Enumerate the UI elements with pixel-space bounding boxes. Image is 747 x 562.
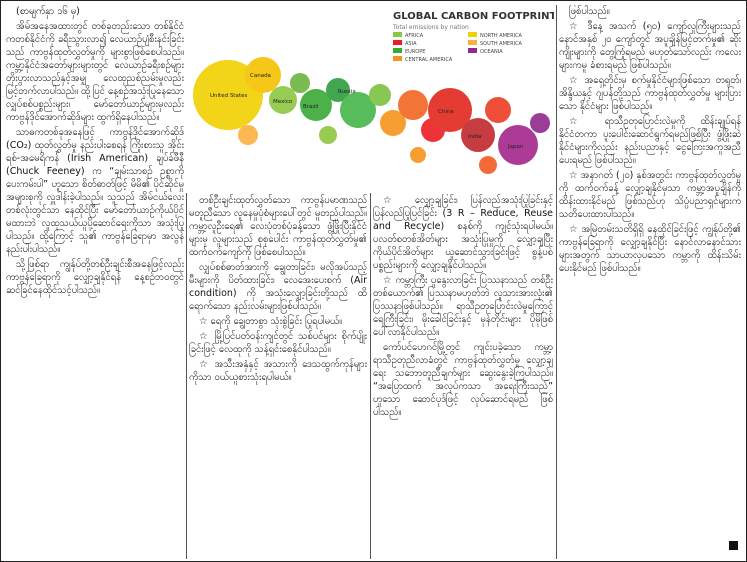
- column: တစ်ဦးချင်းထုတ်လွှတ်သော ကာဗွန်ပမာဏသည် မတူ…: [189, 194, 367, 557]
- legend-label: OCEANIA: [480, 49, 503, 55]
- bubble-label: Mexico: [273, 99, 293, 105]
- legend-swatch: [468, 32, 477, 37]
- legend-label: ASIA: [405, 41, 417, 47]
- legend-swatch: [393, 40, 402, 45]
- paragraph: ☆ အမြဲတမ်းသတိရှိရှိ နေထိုင်ခြင်းဖြင့် ကျ…: [559, 224, 741, 274]
- paragraph: ☆ ရာသီဥတုပြောင်းလဲမှုကို ထိန်းချုပ်ရန် န…: [559, 116, 741, 166]
- figure-subtitle: Total emissions by nation: [392, 24, 469, 31]
- legend-swatch: [393, 32, 402, 37]
- legend-label: CENTRAL AMERICA: [405, 57, 453, 63]
- bubble-label: Japan: [507, 144, 524, 150]
- legend-swatch: [468, 40, 477, 45]
- legend-swatch: [393, 56, 402, 61]
- column: (စာမျက်နှာ ၁၆ မှ) အိမ်အနေအထားတွင် တစ်ခုတည…: [6, 5, 184, 557]
- paragraph: ☆ အရှေ့တိုင်းမှ စက်မှုနိုင်ငံများဖြစ်သော…: [559, 75, 741, 112]
- figure: GLOBAL CARBON FOOTPRINT Total emissions b…: [188, 5, 554, 190]
- legend-label: NORTH AMERICA: [480, 33, 523, 39]
- legend-label: EUROPE: [405, 49, 425, 55]
- bubble-label: Canada: [250, 73, 271, 79]
- paragraph: တစ်ဦးချင်းထုတ်လွှတ်သော ကာဗွန်ပမာဏသည် မတူ…: [189, 195, 367, 258]
- bubble-label: Brazil: [303, 104, 319, 110]
- rule: [556, 5, 557, 559]
- paragraph: ☆ အနာဂတ် (၂၀) နှစ်အတွင်း ကာဗွန်ထုတ်လွှတ်…: [559, 170, 741, 220]
- paragraph: (စာမျက်နှာ ၁၆ မှ): [16, 6, 80, 17]
- column: ဖြစ်ပါသည်။ ☆ ဒီနေ့ အသက် (၅၀) ကျော်လူကြီးမ…: [559, 5, 741, 540]
- paragraph: ☆ ရေကို ချွေတာစွာ သုံးစွဲခြင်း ပြုရပါမယ်…: [199, 316, 343, 327]
- bubble-label: India: [468, 134, 482, 140]
- end-mark: [729, 541, 738, 550]
- paragraph: ဖြစ်ပါသည်။: [569, 6, 610, 17]
- paragraph: ☆ ဒီနေ့ အသက် (၅၀) ကျော်လူကြီးများသည် နော…: [559, 21, 741, 71]
- column: ☆ လျှော့ချခြင်း၊ ပြန်လည်အသုံးပြုခြင်းနှင…: [373, 194, 553, 557]
- rule: [370, 193, 371, 559]
- bubble-label: United States: [210, 93, 247, 99]
- paragraph: ☆ အသီးအနှံနှင့် အသားကို ဒေသထွက်ကုန်များက…: [189, 359, 367, 383]
- bubbles: [193, 57, 550, 174]
- paragraph: သာဓကတစ်ခုအနေဖြင့် ကာဗွန်ဒိုင်အောက်ဆိုဒ် …: [6, 127, 184, 255]
- paragraph: ☆ လျှော့ချခြင်း၊ ပြန်လည်အသုံးပြုခြင်းနှင…: [373, 195, 553, 271]
- figure-title: GLOBAL CARBON FOOTPRINT: [393, 11, 554, 22]
- rule: [186, 193, 187, 559]
- legend-label: AFRICA: [405, 33, 424, 39]
- legend-swatch: [393, 48, 402, 53]
- paragraph: ကော်ပင်ဟေဂင်မြို့တွင် ကျင်းပခဲ့သော ကမ္ဘာ…: [373, 342, 553, 418]
- paragraph: ☆ မြို့ပြင်ပတ်ဝန်းကျင်တွင် သစ်ပင်များ စိ…: [189, 331, 367, 355]
- paragraph: အိမ်အနေအထားတွင် တစ်ခုတည်းသော တစ်နိုင်ငံက…: [6, 21, 184, 123]
- paragraph: လျှပ်စစ်ဓာတ်အားကို ချွေတာခြင်း၊ မလိုအပ်သ…: [189, 262, 367, 312]
- paragraph: သို့ဖြစ်ရာ ကျွန်ုပ်တို့တစ်ဦးချင်းစီအနေဖြ…: [6, 259, 184, 296]
- paragraph: ☆ ကမ္ဘာကြီး ပူနွေးလာခြင်း ပြဿနာသည် တစ်ဦး…: [373, 275, 553, 338]
- legend-swatch: [468, 48, 477, 53]
- bubble-label: China: [438, 109, 454, 115]
- bubble-label: Russia: [338, 89, 356, 95]
- legend-label: SOUTH AMERICA: [480, 41, 523, 47]
